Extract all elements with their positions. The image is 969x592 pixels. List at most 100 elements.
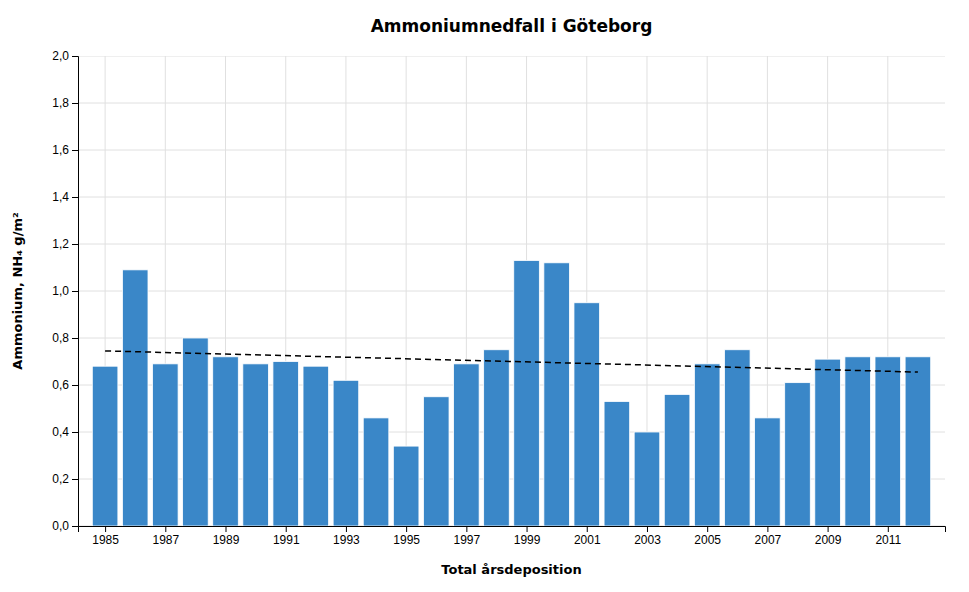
- bar: [243, 364, 269, 526]
- bars: [92, 260, 930, 526]
- bar: [273, 362, 299, 527]
- bar: [574, 303, 600, 526]
- bar: [755, 418, 781, 526]
- bar: [905, 357, 931, 526]
- bar: [514, 260, 540, 526]
- bar: [694, 364, 720, 526]
- tick: 1,8: [52, 96, 78, 110]
- tick: 0,6: [52, 378, 78, 392]
- tick-mark: [346, 526, 347, 532]
- tick-label: 1,6: [52, 143, 69, 157]
- tick-label: 1991: [273, 533, 300, 547]
- tick: 2011: [875, 526, 901, 547]
- tick-mark: [72, 291, 78, 292]
- tick-label: 1989: [213, 533, 240, 547]
- tick-mark: [888, 526, 889, 532]
- tick: 0,2: [52, 472, 78, 486]
- grid-line: [78, 244, 945, 245]
- bar: [454, 364, 480, 526]
- tick-mark: [72, 56, 78, 57]
- tick-label: 0,0: [52, 519, 69, 533]
- tick-label: 0,2: [52, 472, 69, 486]
- tick-label: 1993: [333, 533, 360, 547]
- tick: 2003: [634, 526, 661, 547]
- y-axis-title: Ammonium, NH₄ g/m²: [10, 212, 25, 369]
- tick-mark: [72, 244, 78, 245]
- x-axis-title: Total årsdeposition: [441, 562, 581, 577]
- tick-mark: [72, 385, 78, 386]
- bar: [604, 401, 630, 526]
- tick: 2009: [815, 526, 842, 547]
- tick: 1985: [92, 526, 119, 547]
- bar: [724, 350, 750, 526]
- tick-label: 1,4: [52, 190, 69, 204]
- tick-mark: [828, 526, 829, 532]
- tick-label: 1987: [152, 533, 179, 547]
- x-axis: 1985198719891991199319951997199920012003…: [79, 526, 946, 547]
- bar: [393, 446, 419, 526]
- tick-label: 2005: [694, 533, 721, 547]
- tick: 1989: [213, 526, 240, 547]
- tick: 2005: [694, 526, 721, 547]
- tick-mark: [72, 103, 78, 104]
- tick-mark: [72, 197, 78, 198]
- grid: [78, 56, 945, 526]
- bar: [423, 397, 449, 526]
- tick-mark: [286, 526, 287, 532]
- tick: 1,6: [52, 143, 78, 157]
- tick-label: 2007: [755, 533, 782, 547]
- chart: 1985198719891991199319951997199920012003…: [0, 0, 969, 592]
- tick: 1991: [273, 526, 300, 547]
- grid-line: [78, 56, 945, 57]
- tick-label: 0,6: [52, 378, 69, 392]
- marks: [92, 260, 930, 526]
- tick: 0,8: [52, 331, 78, 345]
- tick: 2007: [755, 526, 782, 547]
- tick-mark: [587, 526, 588, 532]
- tick: 1997: [453, 526, 480, 547]
- tick-label: 1,8: [52, 96, 69, 110]
- tick-label: 0,8: [52, 331, 69, 345]
- tick: 0,4: [52, 425, 78, 439]
- plot: 1985198719891991199319951997199920012003…: [52, 49, 945, 546]
- tick-mark: [72, 150, 78, 151]
- tick-mark: [72, 479, 78, 480]
- tick-mark: [406, 526, 407, 532]
- tick-mark: [707, 526, 708, 532]
- y-axis: 0,00,20,40,60,81,01,21,41,61,82,0: [52, 49, 78, 533]
- tick-label: 0,4: [52, 425, 69, 439]
- bar: [815, 359, 841, 526]
- bar: [544, 263, 570, 526]
- bar: [333, 380, 359, 526]
- tick: 1999: [514, 526, 541, 547]
- tick-label: 2011: [875, 533, 901, 547]
- bar: [484, 350, 510, 526]
- tick-mark: [767, 526, 768, 532]
- tick-label: 1985: [92, 533, 119, 547]
- tick: 1,2: [52, 237, 78, 251]
- bar: [664, 394, 690, 526]
- bar: [875, 357, 901, 526]
- tick-label: 2003: [634, 533, 661, 547]
- grid-line: [78, 103, 945, 104]
- grid-line: [78, 150, 945, 151]
- tick-mark: [105, 526, 106, 532]
- axis-line: [72, 57, 79, 527]
- tick-mark: [466, 526, 467, 532]
- tick: 1995: [393, 526, 420, 547]
- bar: [92, 366, 118, 526]
- tick-mark: [72, 432, 78, 433]
- tick: 1,0: [52, 284, 78, 298]
- bar: [122, 270, 148, 526]
- bar: [845, 357, 871, 526]
- bar: [183, 338, 209, 526]
- tick: 1993: [333, 526, 360, 547]
- title: Ammoniumnedfall i Göteborg: [371, 16, 653, 36]
- tick-label: 1,2: [52, 237, 69, 251]
- tick-mark: [647, 526, 648, 532]
- bar: [213, 357, 239, 526]
- bar: [634, 432, 660, 526]
- tick-label: 1999: [514, 533, 541, 547]
- bar: [153, 364, 179, 526]
- tick-mark: [226, 526, 227, 532]
